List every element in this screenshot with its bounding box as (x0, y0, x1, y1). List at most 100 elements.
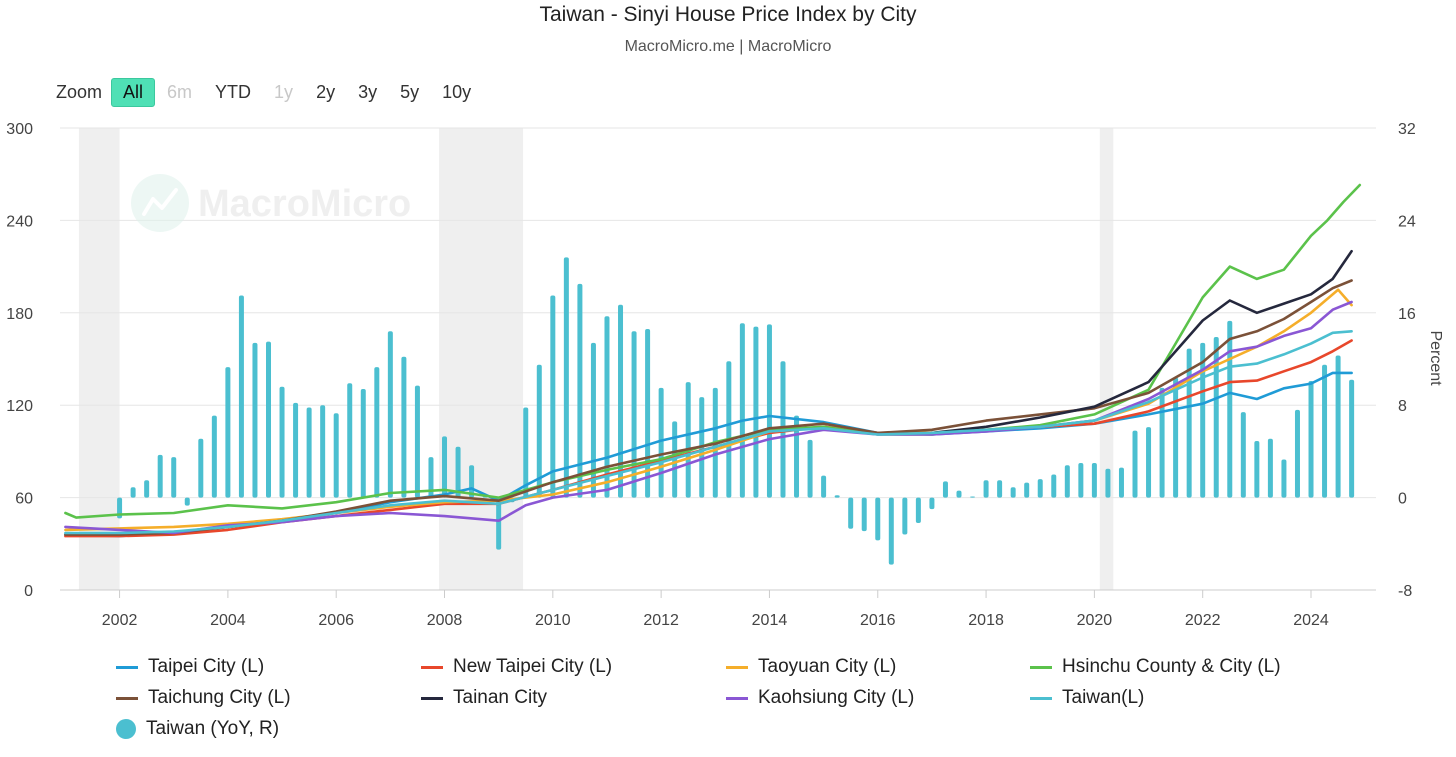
yoy-bar[interactable] (1010, 487, 1016, 498)
yoy-bar[interactable] (970, 496, 976, 498)
yoy-bar[interactable] (1200, 342, 1206, 498)
yoy-bar[interactable] (875, 497, 881, 541)
yoy-bar[interactable] (861, 497, 867, 532)
yoy-bar[interactable] (428, 457, 434, 498)
yoy-bar[interactable] (1024, 482, 1030, 498)
yoy-bar[interactable] (387, 331, 393, 498)
yoy-bar[interactable] (306, 407, 312, 498)
yoy-bar[interactable] (766, 324, 772, 498)
yoy-bar[interactable] (360, 389, 366, 498)
yoy-bar[interactable] (834, 495, 840, 498)
yoy-bar[interactable] (1037, 479, 1043, 498)
yoy-bar[interactable] (902, 497, 908, 535)
yoy-bar[interactable] (293, 402, 299, 498)
yoy-bar[interactable] (1322, 364, 1328, 498)
yoy-bar[interactable] (929, 497, 935, 510)
legend-item[interactable]: Kaohsiung City (L) (726, 687, 914, 709)
zoom-2y-button[interactable]: 2y (316, 81, 336, 102)
yoy-bar[interactable] (1213, 337, 1219, 498)
zoom-3y-button[interactable]: 3y (358, 81, 378, 102)
yoy-bar[interactable] (279, 386, 285, 498)
series-line-taoyuan-city-l[interactable] (64, 288, 1353, 532)
yoy-bar[interactable] (685, 382, 691, 498)
zoom-5y-button[interactable]: 5y (400, 81, 420, 102)
legend-item[interactable]: Taichung City (L) (116, 687, 291, 709)
legend-item[interactable]: Taiwan(L) (1030, 687, 1144, 709)
yoy-bar[interactable] (1227, 320, 1233, 498)
yoy-bar[interactable] (1240, 412, 1246, 498)
series-line-taiwan-l[interactable] (64, 329, 1353, 535)
zoom-10y-button[interactable]: 10y (442, 81, 472, 102)
yoy-bar[interactable] (252, 342, 258, 498)
yoy-bar[interactable] (726, 361, 732, 498)
yoy-bar[interactable] (807, 439, 813, 498)
yoy-bar[interactable] (915, 497, 921, 524)
zoom-1y-button[interactable]: 1y (274, 81, 294, 102)
yoy-bar[interactable] (590, 342, 596, 498)
yoy-bar[interactable] (455, 446, 461, 498)
yoy-bar[interactable] (496, 497, 502, 550)
yoy-bar[interactable] (238, 295, 244, 498)
yoy-bar[interactable] (333, 413, 339, 498)
yoy-bar[interactable] (266, 341, 272, 498)
yoy-bar[interactable] (1091, 462, 1097, 498)
yoy-bar[interactable] (658, 387, 664, 498)
yoy-bar[interactable] (144, 480, 150, 498)
yoy-bar[interactable] (1186, 348, 1192, 498)
yoy-bar[interactable] (577, 283, 583, 498)
yoy-bar[interactable] (1051, 474, 1057, 498)
yoy-bar[interactable] (1173, 377, 1179, 498)
yoy-bar[interactable] (347, 383, 353, 498)
yoy-bar[interactable] (1335, 355, 1341, 498)
series-line-tainan-city[interactable] (930, 249, 1353, 435)
yoy-bar[interactable] (550, 295, 556, 498)
yoy-bar[interactable] (414, 385, 420, 498)
yoy-bar[interactable] (1294, 409, 1300, 498)
yoy-bar[interactable] (631, 331, 637, 498)
yoy-bar[interactable] (997, 480, 1003, 498)
yoy-bar[interactable] (1281, 459, 1287, 498)
yoy-bar[interactable] (536, 364, 542, 498)
yoy-bar[interactable] (1146, 427, 1152, 498)
yoy-bar[interactable] (1267, 438, 1273, 498)
zoom-all-button[interactable]: All (111, 77, 156, 107)
yoy-bar[interactable] (171, 457, 177, 498)
yoy-bar[interactable] (1349, 379, 1355, 498)
chart-plot[interactable]: MacroMicro 2002 2004 2006 2008 2010 2012 2014 2… (0, 0, 1456, 650)
yoy-bar[interactable] (942, 481, 948, 498)
zoom-6m-button[interactable]: 6m (167, 81, 193, 102)
yoy-bar[interactable] (442, 436, 448, 498)
yoy-bar[interactable] (1118, 467, 1124, 498)
yoy-bar[interactable] (888, 497, 894, 565)
yoy-bar[interactable] (374, 367, 380, 498)
yoy-bar[interactable] (983, 480, 989, 498)
yoy-bar[interactable] (211, 415, 217, 498)
yoy-bar[interactable] (1132, 430, 1138, 498)
yoy-bar[interactable] (225, 367, 231, 498)
yoy-bar[interactable] (563, 257, 569, 498)
yoy-bar[interactable] (130, 487, 136, 498)
zoom-ytd-button[interactable]: YTD (215, 81, 252, 102)
yoy-bar[interactable] (645, 328, 651, 498)
yoy-bar[interactable] (523, 407, 529, 498)
yoy-bar[interactable] (956, 490, 962, 498)
yoy-bar[interactable] (794, 415, 800, 498)
legend-item[interactable]: Taipei City (L) (116, 656, 264, 678)
yoy-bar[interactable] (1159, 387, 1165, 498)
yoy-bar[interactable] (320, 405, 326, 498)
yoy-bar[interactable] (1308, 380, 1314, 498)
legend-item[interactable]: New Taipei City (L) (421, 656, 612, 678)
yoy-bar[interactable] (739, 323, 745, 498)
yoy-bar[interactable] (753, 326, 759, 498)
legend-item[interactable]: Hsinchu County & City (L) (1030, 656, 1281, 678)
yoy-bar[interactable] (821, 475, 827, 498)
yoy-bar[interactable] (157, 454, 163, 498)
legend-item[interactable]: Tainan City (421, 687, 547, 709)
series-line-kaohsiung-city-l[interactable] (64, 300, 1353, 535)
legend-item[interactable]: Taoyuan City (L) (726, 656, 896, 678)
series-line-hsinchu-county-city-l[interactable] (64, 183, 1362, 519)
yoy-bar[interactable] (1105, 468, 1111, 498)
yoy-bar[interactable] (184, 497, 190, 506)
yoy-bar[interactable] (1078, 462, 1084, 498)
yoy-bar[interactable] (848, 497, 854, 529)
